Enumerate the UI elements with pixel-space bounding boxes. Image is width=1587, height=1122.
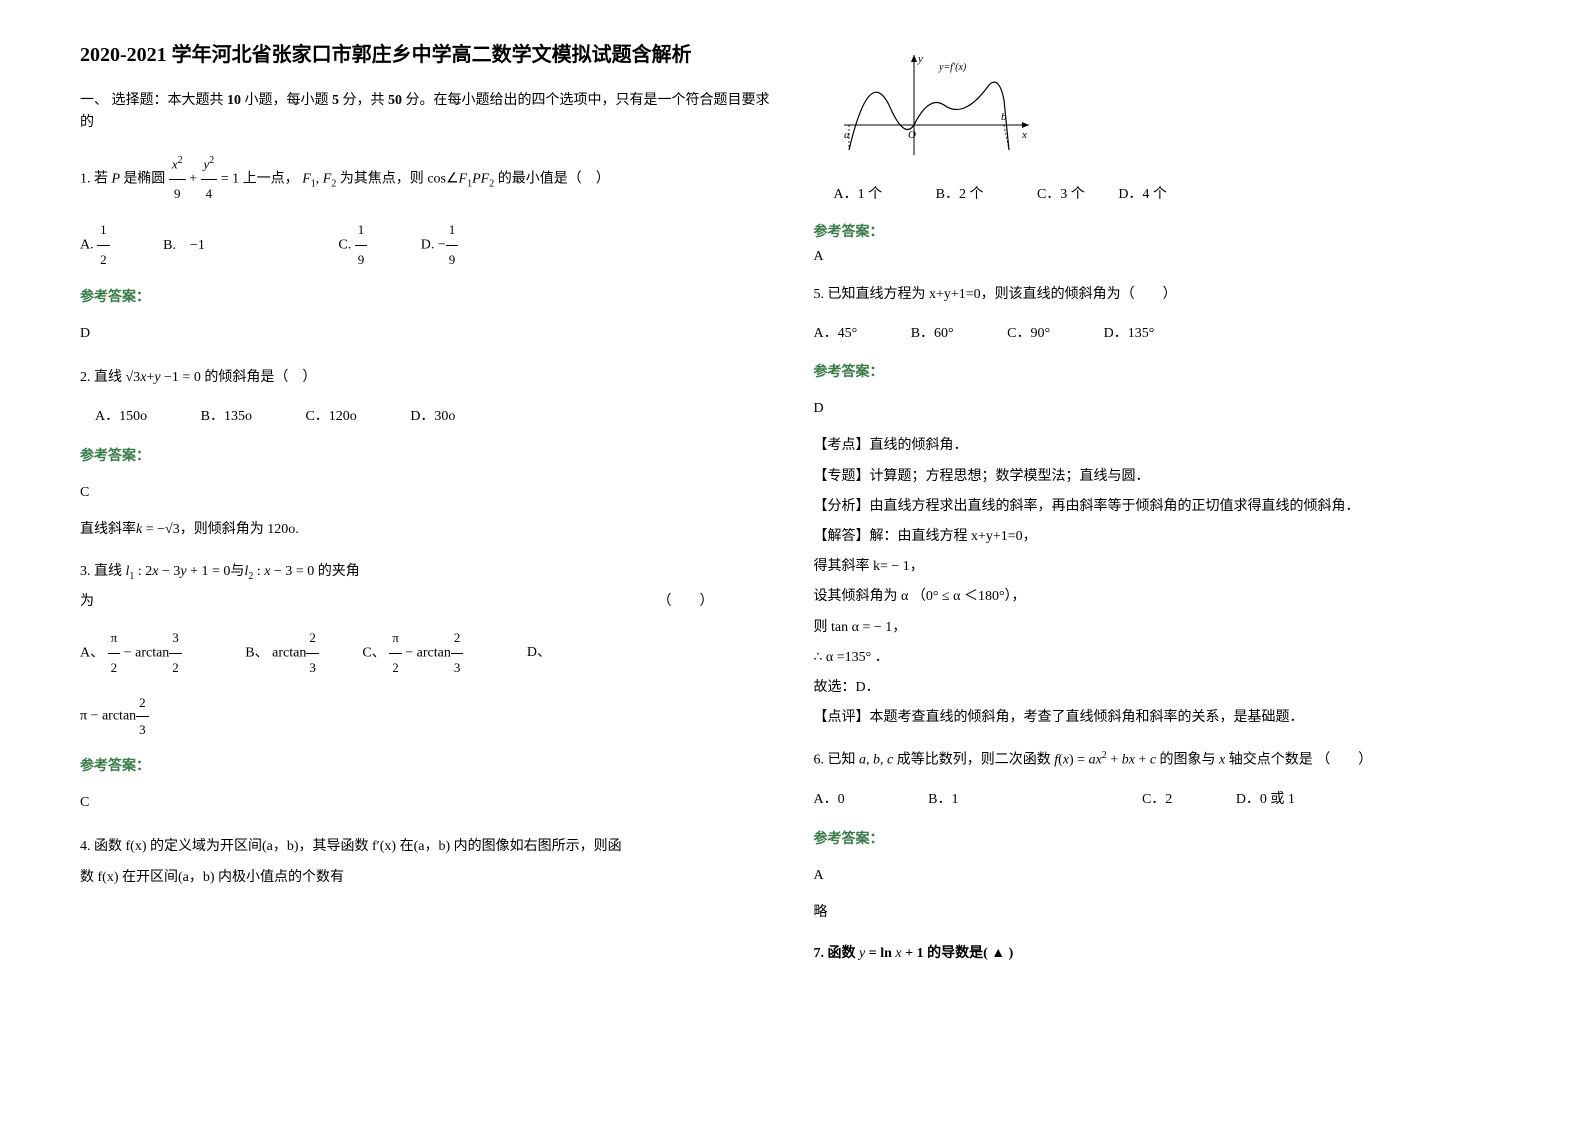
- q4-graph: y a O b x y=f′(x): [834, 50, 1508, 160]
- q5-opt-b: B．60°: [911, 319, 954, 350]
- q1-tail: 的最小值是（ ）: [498, 171, 610, 186]
- q3-answer: C: [80, 789, 774, 817]
- q6-opt-a: A．0: [814, 785, 845, 816]
- right-column: y a O b x y=f′(x) A．1 个 B．2 个 C．3 个 D．4 …: [794, 40, 1528, 1082]
- q6-stem: 6. 已知 a, b, c 成等比数列，则二次函数 f(x) = ax2 + b…: [814, 745, 1508, 776]
- q1-opt-c: C. 19: [338, 216, 367, 274]
- q6-extra: 略: [814, 900, 1508, 925]
- q5-opt-a: A．45°: [814, 319, 858, 350]
- document-title: 2020-2021 学年河北省张家口市郭庄乡中学高二数学文模拟试题含解析: [80, 40, 774, 70]
- q1-answer-heading: 参考答案：: [80, 284, 774, 312]
- q2-answer-heading: 参考答案：: [80, 443, 774, 471]
- q4-line2: 数 f(x) 在开区间(a，b) 内极小值点的个数有: [80, 863, 774, 894]
- q1-opt-b: B. −1: [163, 231, 205, 262]
- q1-stem: 1. 若 P 是椭圆 x29 + y24 = 1 上一点， F1, F2 为其焦…: [80, 150, 774, 209]
- q2-answer: C: [80, 479, 774, 507]
- q2-stem: 2. 直线 √3x+y −1 = 0 的倾斜角是（ ）: [80, 363, 774, 394]
- q3-opt-d-expr: π − arctan23: [80, 690, 774, 743]
- svg-text:x: x: [1021, 129, 1027, 141]
- q1-focus: 为其焦点，则: [340, 171, 424, 186]
- svg-text:O: O: [908, 129, 916, 141]
- q5-options: A．45° B．60° C．90° D．135°: [814, 319, 1508, 350]
- q4-options: A．1 个 B．2 个 C．3 个 D．4 个: [814, 180, 1508, 211]
- q4-opt-a: A．1 个: [834, 180, 883, 211]
- derivative-graph-svg: y a O b x y=f′(x): [834, 50, 1034, 160]
- q1-suffix: 上一点，: [243, 171, 299, 186]
- q5-opt-c: C．90°: [1007, 319, 1050, 350]
- svg-text:y=f′(x): y=f′(x): [938, 62, 967, 73]
- q5-exp-6: 设其倾斜角为 α （0° ≤ α ＜180°），: [814, 584, 1508, 609]
- svg-text:b: b: [1001, 111, 1007, 123]
- q3-stem: 3. 直线 l1 : 2x − 3y + 1 = 0与l2 : x − 3 = …: [80, 557, 774, 588]
- q4-answer: A: [814, 249, 1508, 265]
- q4-opt-c: C．3 个: [1037, 180, 1085, 211]
- q1-mid: 是椭圆: [123, 171, 165, 186]
- q6-answer: A: [814, 862, 1508, 890]
- q5-exp-1: 【考点】直线的倾斜角．: [814, 433, 1508, 458]
- svg-text:y: y: [917, 53, 923, 65]
- q3-options: A、 π2 − arctan32 B、 arctan23 C、 π2 − arc…: [80, 624, 774, 682]
- q3-answer-heading: 参考答案：: [80, 753, 774, 781]
- q1-options: A. 12 B. −1 C. 19 D. −19: [80, 216, 774, 274]
- left-column: 2020-2021 学年河北省张家口市郭庄乡中学高二数学文模拟试题含解析 一、 …: [60, 40, 794, 1082]
- q3-opt-d: D、: [527, 638, 551, 669]
- svg-text:a: a: [844, 129, 850, 141]
- q5-answer-heading: 参考答案：: [814, 359, 1508, 387]
- q6-options: A．0 B．1 C．2 D．0 或 1: [814, 785, 1508, 816]
- q5-opt-d: D．135°: [1104, 319, 1155, 350]
- q2-options: A．150o B．135o C．120o D．30o: [80, 402, 774, 433]
- question-7: 7. 函数 y = ln x + 1 的导数是( ▲ ): [814, 940, 1508, 968]
- q2-opt-b: B．135o: [201, 402, 252, 433]
- q6-opt-d: D．0 或 1: [1236, 785, 1295, 816]
- question-2: 2. 直线 √3x+y −1 = 0 的倾斜角是（ ） A．150o B．135…: [80, 363, 774, 542]
- q5-exp-8: ∴ α =135° ．: [814, 645, 1508, 670]
- question-6: 6. 已知 a, b, c 成等比数列，则二次函数 f(x) = ax2 + b…: [814, 745, 1508, 924]
- q5-exp-3: 【分析】由直线方程求出直线的斜率，再由斜率等于倾斜角的正切值求得直线的倾斜角．: [814, 494, 1508, 519]
- q2-explanation: 直线斜率k = −√3，则倾斜角为 120o.: [80, 517, 774, 542]
- q5-exp-5: 得其斜率 k= − 1，: [814, 554, 1508, 579]
- question-3: 3. 直线 l1 : 2x − 3y + 1 = 0与l2 : x − 3 = …: [80, 557, 774, 817]
- q2-opt-a: A．150o: [95, 402, 147, 433]
- q5-stem: 5. 已知直线方程为 x+y+1=0，则该直线的倾斜角为（ ）: [814, 280, 1508, 311]
- q4-opt-b: B．2 个: [936, 180, 984, 211]
- q5-exp-7: 则 tan α = − 1，: [814, 615, 1508, 640]
- section-heading: 一、 选择题：本大题共 10 小题，每小题 5 分，共 50 分。在每小题给出的…: [80, 90, 774, 135]
- q6-opt-b: B．1: [928, 785, 958, 816]
- q6-opt-c: C．2: [1142, 785, 1172, 816]
- q4-line1: 4. 函数 f(x) 的定义域为开区间(a，b)，其导函数 f′(x) 在(a，…: [80, 832, 774, 863]
- q4-opt-d: D．4 个: [1118, 180, 1167, 211]
- q5-exp-2: 【专题】计算题；方程思想；数学模型法；直线与圆．: [814, 464, 1508, 489]
- q1-opt-d: D. −19: [421, 216, 459, 274]
- q1-answer: D: [80, 320, 774, 348]
- q2-opt-d: D．30o: [410, 402, 455, 433]
- question-1: 1. 若 P 是椭圆 x29 + y24 = 1 上一点， F1, F2 为其焦…: [80, 150, 774, 349]
- q6-answer-heading: 参考答案：: [814, 826, 1508, 854]
- q1-opt-a: A. 12: [80, 216, 110, 274]
- q3-wei: 为 （ ）: [80, 588, 774, 616]
- q5-exp-10: 【点评】本题考查直线的倾斜角，考查了直线倾斜角和斜率的关系，是基础题．: [814, 705, 1508, 730]
- q3-opt-b: B、 arctan23: [245, 624, 319, 682]
- q4-answer-heading: 参考答案：: [814, 221, 1508, 241]
- q5-exp-9: 故选：D．: [814, 675, 1508, 700]
- q3-opt-a: A、 π2 − arctan32: [80, 624, 182, 682]
- q1-prefix: 1. 若: [80, 171, 108, 186]
- q5-exp-4: 【解答】解：由直线方程 x+y+1=0，: [814, 524, 1508, 549]
- question-4-part1: 4. 函数 f(x) 的定义域为开区间(a，b)，其导函数 f′(x) 在(a，…: [80, 832, 774, 894]
- q2-opt-c: C．120o: [305, 402, 356, 433]
- q3-opt-c: C、 π2 − arctan23: [362, 624, 463, 682]
- q5-answer: D: [814, 395, 1508, 423]
- question-5: 5. 已知直线方程为 x+y+1=0，则该直线的倾斜角为（ ） A．45° B．…: [814, 280, 1508, 730]
